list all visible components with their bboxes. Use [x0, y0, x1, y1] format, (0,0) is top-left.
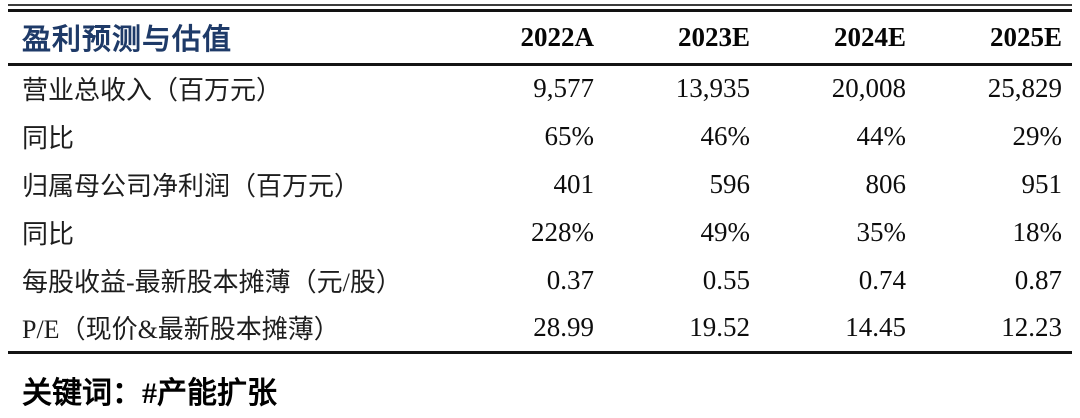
row-label: 同比	[22, 123, 75, 153]
cell-value: 25,829	[987, 73, 1062, 104]
table-row-pe: P/E（现价&最新股本摊薄） 28.99 19.52 14.45 12.23	[8, 304, 1072, 352]
cell-value: 20,008	[831, 73, 906, 104]
table-row-total-revenue: 营业总收入（百万元） 9,577 13,935 20,008 25,829	[8, 64, 1072, 112]
row-label: P/E（现价&最新股本摊薄）	[22, 314, 340, 344]
cell-value: 951	[1021, 168, 1063, 199]
cell-value: 0.37	[546, 264, 594, 295]
row-label: 每股收益-最新股本摊薄（元/股）	[22, 267, 402, 297]
keyword-tag: #产能扩张	[142, 376, 277, 410]
cell-value: 29%	[1012, 120, 1063, 151]
keywords-line: 关键词：#产能扩张	[8, 368, 1072, 412]
table-row-revenue-yoy: 同比 65% 46% 44% 29%	[8, 112, 1072, 160]
cell-value: 0.74	[858, 264, 906, 295]
column-header-2025e: 2025E	[989, 21, 1062, 52]
table-row-net-profit: 归属母公司净利润（百万元） 401 596 806 951	[8, 160, 1072, 208]
row-label: 同比	[22, 219, 75, 249]
cell-value: 14.45	[845, 311, 906, 342]
profit-forecast-valuation-table: 盈利预测与估值 2022A 2023E 2024E 2025E 营业总收入（百万…	[8, 12, 1072, 354]
cell-value: 596	[709, 168, 751, 199]
row-label: 归属母公司净利润（百万元）	[22, 171, 361, 201]
cell-value: 49%	[700, 216, 751, 247]
cell-value: 44%	[856, 120, 907, 151]
column-header-2023e: 2023E	[677, 21, 750, 52]
cell-value: 12.23	[1001, 311, 1062, 342]
cell-value: 0.87	[1014, 264, 1062, 295]
cell-value: 228%	[531, 216, 594, 247]
cell-value: 806	[865, 168, 907, 199]
cell-value: 28.99	[533, 311, 594, 342]
cell-value: 18%	[1012, 216, 1063, 247]
table-top-double-rule	[8, 4, 1072, 12]
cell-value: 46%	[700, 120, 751, 151]
table-row-eps: 每股收益-最新股本摊薄（元/股） 0.37 0.55 0.74 0.87	[8, 256, 1072, 304]
table-header-row: 盈利预测与估值 2022A 2023E 2024E 2025E	[8, 12, 1072, 64]
cell-value: 0.55	[702, 264, 750, 295]
table-row-net-profit-yoy: 同比 228% 49% 35% 18%	[8, 208, 1072, 256]
row-label: 营业总收入（百万元）	[22, 76, 283, 106]
cell-value: 13,935	[675, 73, 750, 104]
table-title: 盈利预测与估值	[22, 24, 233, 57]
cell-value: 19.52	[689, 311, 750, 342]
cell-value: 65%	[544, 120, 595, 151]
keywords-label: 关键词：	[22, 376, 142, 410]
column-header-2022a: 2022A	[520, 21, 595, 52]
cell-value: 9,577	[533, 73, 594, 104]
cell-value: 401	[553, 168, 595, 199]
cell-value: 35%	[856, 216, 907, 247]
column-header-2024e: 2024E	[833, 21, 906, 52]
